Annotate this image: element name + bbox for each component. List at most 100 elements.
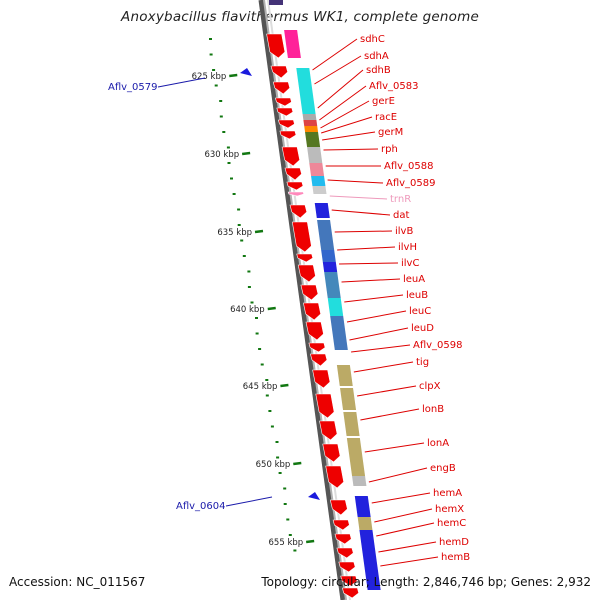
gene-leader-line <box>339 262 399 265</box>
gene-leader-line <box>346 310 407 323</box>
cds-arrow <box>308 342 326 353</box>
cog-bar <box>314 203 330 218</box>
gene-leader-line <box>312 38 358 71</box>
gene-leader-line <box>334 230 393 233</box>
cog-bar <box>343 412 360 436</box>
gc-dot <box>222 131 226 133</box>
accession-text: Accession: NC_011567 <box>9 575 146 589</box>
gc-dot <box>240 239 244 242</box>
gene-label: clpX <box>419 381 441 392</box>
cds-arrow <box>312 369 331 389</box>
cog-bar <box>359 530 381 590</box>
gc-dot <box>237 224 241 226</box>
gc-dot <box>250 301 254 304</box>
gene-label: trnR <box>390 194 411 205</box>
backbone-line <box>258 0 346 600</box>
cog-bar <box>305 132 321 147</box>
gc-dot <box>242 255 246 257</box>
cds-arrow <box>315 393 335 419</box>
cds-arrow <box>325 465 345 489</box>
cog-bar <box>303 120 318 126</box>
gc-dot <box>268 410 272 412</box>
scale-tick-label: 630 kbp <box>204 150 239 160</box>
gc-dot <box>270 425 274 428</box>
gc-dot <box>214 84 218 87</box>
cds-arrow <box>278 119 295 129</box>
genome-summary-text: Topology: circular; Length: 2,846,746 bp… <box>261 575 591 589</box>
gene-label: hemA <box>433 488 462 499</box>
top-gene-block <box>269 0 283 5</box>
gene-label: hemD <box>439 537 469 548</box>
gene-label: ilvH <box>398 242 417 253</box>
gene-leader-line <box>374 508 433 523</box>
gene-leader-line <box>317 69 364 109</box>
cds-arrow <box>334 533 352 545</box>
cds-arrow <box>340 575 358 587</box>
gene-leader-line <box>371 492 431 504</box>
gene-leader-line <box>360 408 420 421</box>
cds-arrows <box>266 33 360 599</box>
gene-leader-line <box>319 85 367 121</box>
cog-bar <box>309 163 325 176</box>
gene-leader-line <box>331 209 391 216</box>
gene-label: engB <box>430 463 456 474</box>
outer-marker-label: Aflv_0604 <box>176 501 226 512</box>
cog-bars <box>284 30 381 590</box>
gene-leader-line <box>321 116 373 134</box>
gene-leader-line <box>314 55 362 85</box>
gc-dot <box>247 270 251 273</box>
gc-dot <box>283 503 287 505</box>
gene-label: Aflv_0598 <box>413 340 463 351</box>
gc-dot <box>230 177 233 180</box>
cds-arrow <box>310 353 328 367</box>
gc-content-dots <box>209 38 297 552</box>
gene-label: sdhA <box>364 51 389 62</box>
cog-bar <box>284 30 301 58</box>
cog-bar <box>352 476 367 486</box>
gc-dot <box>237 208 241 211</box>
outer-marker-arrow <box>308 492 320 500</box>
outer-marker-arrow <box>240 68 252 76</box>
gene-label: Aflv_0589 <box>386 178 436 189</box>
outer-markers: Aflv_0579 Aflv_0604 <box>108 68 320 512</box>
cds-arrow <box>266 33 286 59</box>
gene-label: hemC <box>437 518 466 529</box>
gene-label: lonA <box>427 438 449 449</box>
gc-dot <box>265 379 269 381</box>
scale-tick <box>280 383 289 388</box>
gc-dot <box>278 472 282 474</box>
cds-arrow <box>291 221 312 253</box>
gene-label: leuB <box>406 290 428 301</box>
gc-dot <box>275 441 279 443</box>
cog-bar <box>321 250 336 262</box>
cds-arrow <box>338 561 356 573</box>
cds-arrow <box>300 284 319 301</box>
gene-label: leuC <box>409 306 431 317</box>
outer-marker-line <box>157 77 206 88</box>
map-title: Anoxybacillus flavithermus WK1, complete… <box>121 9 479 25</box>
cog-bar <box>330 316 348 350</box>
cog-bar <box>302 114 317 120</box>
cds-arrow <box>332 519 350 531</box>
scale-tick-label: 635 kbp <box>217 228 252 238</box>
gc-dot <box>226 146 230 149</box>
gene-leader-line <box>322 131 376 141</box>
cog-bar <box>340 388 357 410</box>
gene-leader-line <box>344 294 404 303</box>
gc-dot <box>288 534 292 536</box>
gene-label: ilvC <box>401 258 419 269</box>
cds-arrow <box>287 191 305 197</box>
cds-arrow <box>281 146 301 167</box>
gene-leader-line <box>376 522 435 537</box>
gene-label: hemX <box>435 504 464 515</box>
gc-dot <box>212 69 216 71</box>
gc-dot <box>227 162 231 164</box>
cds-arrow <box>336 547 354 559</box>
cds-arrow <box>297 264 316 283</box>
gene-leader-line <box>349 327 409 341</box>
cds-arrow <box>284 167 302 181</box>
gene-label: ilvB <box>395 226 413 237</box>
scale-tick-label: 640 kbp <box>230 305 265 315</box>
cog-bar <box>327 298 344 316</box>
gc-dot <box>219 115 223 118</box>
